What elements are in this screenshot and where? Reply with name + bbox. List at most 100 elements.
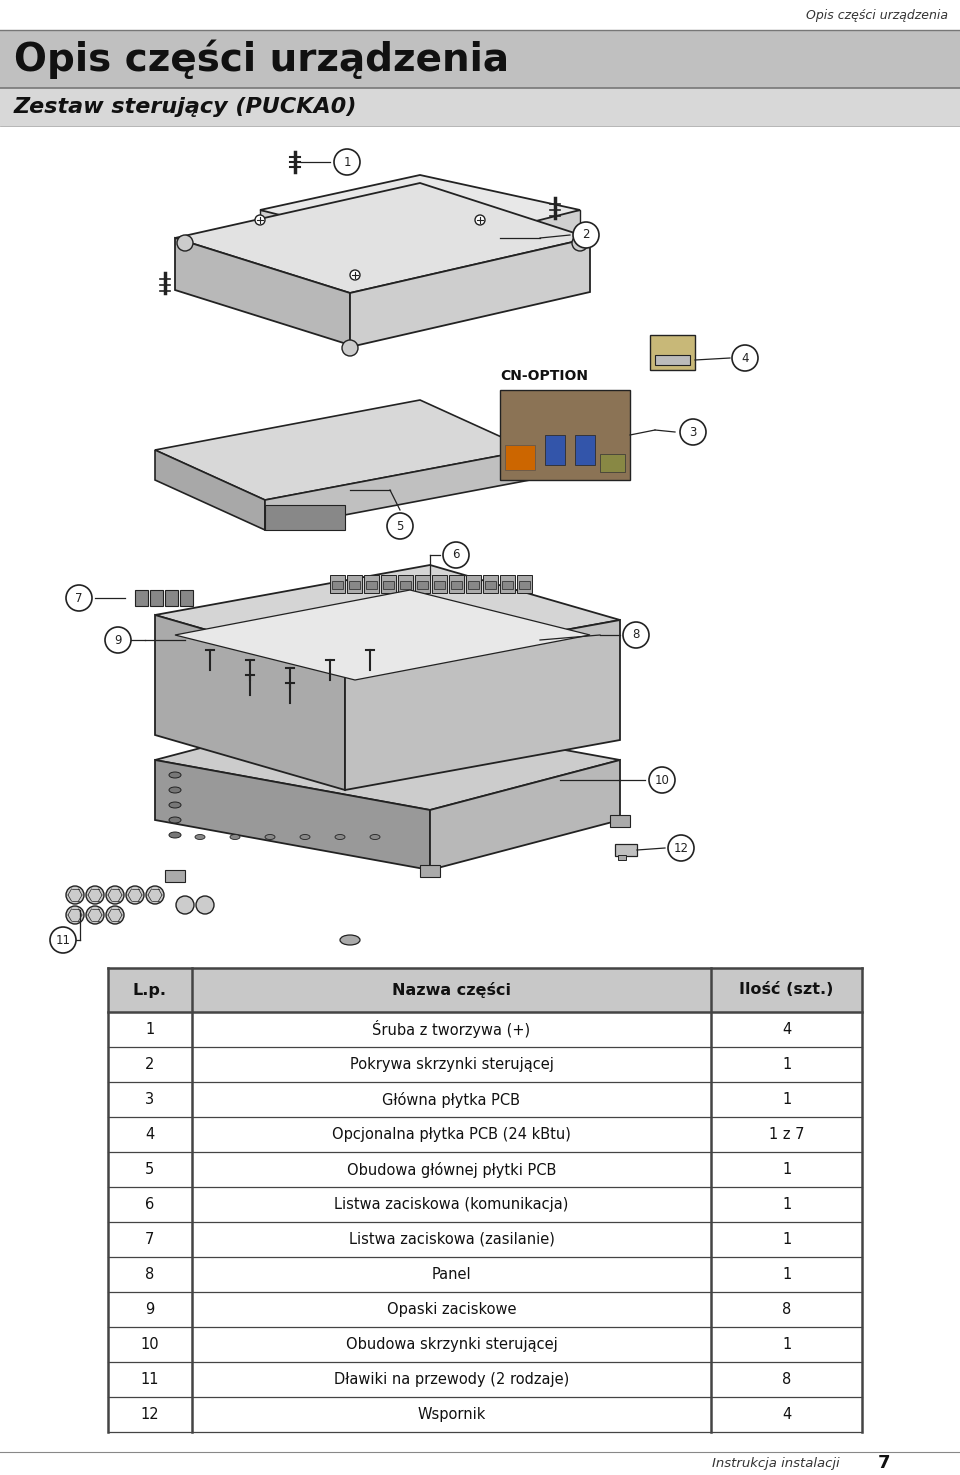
Ellipse shape [300, 835, 310, 839]
Bar [420, 864, 440, 878]
Text: 11: 11 [140, 1372, 159, 1386]
Text: 6: 6 [452, 549, 460, 562]
Text: 11: 11 [56, 934, 70, 947]
Text: Opis części urządzenia: Opis części urządzenia [14, 40, 509, 78]
Bar [108, 1292, 862, 1328]
Bar [108, 1117, 862, 1152]
Circle shape [475, 215, 485, 226]
Text: 10: 10 [140, 1336, 159, 1353]
Text: Listwa zaciskowa (zasilanie): Listwa zaciskowa (zasilanie) [348, 1232, 555, 1246]
Text: 2: 2 [145, 1058, 155, 1072]
Bar [449, 575, 464, 593]
Bar [545, 435, 565, 465]
Text: 5: 5 [396, 519, 404, 532]
Circle shape [334, 149, 360, 176]
Text: Zestaw sterujący (PUCKA0): Zestaw sterujący (PUCKA0) [14, 97, 357, 117]
Text: 1: 1 [344, 155, 350, 168]
Bar [434, 581, 445, 589]
Polygon shape [155, 565, 620, 670]
Bar [483, 575, 498, 593]
Text: 3: 3 [145, 1092, 155, 1108]
Circle shape [255, 215, 265, 226]
Bar [108, 1257, 862, 1292]
Bar [0, 0, 960, 30]
Circle shape [106, 906, 124, 923]
Bar [108, 968, 862, 1012]
Circle shape [680, 419, 706, 445]
Text: Instrukcja instalacji: Instrukcja instalacji [712, 1457, 840, 1471]
Bar [135, 590, 148, 606]
Text: 12: 12 [140, 1407, 159, 1422]
Ellipse shape [370, 835, 380, 839]
Bar [502, 581, 513, 589]
Bar [108, 1083, 862, 1117]
Polygon shape [260, 209, 580, 240]
Bar [600, 454, 625, 472]
Ellipse shape [169, 802, 181, 808]
Text: CN-OPTION: CN-OPTION [500, 369, 588, 384]
Bar [400, 581, 411, 589]
Polygon shape [175, 590, 590, 680]
Polygon shape [430, 760, 620, 870]
Bar [332, 581, 343, 589]
Bar [108, 1047, 862, 1083]
Circle shape [146, 886, 164, 904]
Text: 1: 1 [782, 1232, 791, 1246]
Bar [432, 575, 447, 593]
Polygon shape [265, 450, 530, 530]
Circle shape [387, 513, 413, 538]
Circle shape [350, 270, 360, 280]
Circle shape [66, 886, 84, 904]
Circle shape [668, 835, 694, 861]
Circle shape [86, 886, 104, 904]
Text: Obudowa głównej płytki PCB: Obudowa głównej płytki PCB [347, 1161, 556, 1177]
Text: 2: 2 [583, 229, 589, 242]
Bar [398, 575, 413, 593]
Text: Wspornik: Wspornik [418, 1407, 486, 1422]
Ellipse shape [230, 835, 240, 839]
Ellipse shape [335, 835, 345, 839]
Ellipse shape [169, 817, 181, 823]
Text: Obudowa skrzynki sterującej: Obudowa skrzynki sterującej [346, 1336, 558, 1353]
Bar [468, 581, 479, 589]
Bar [108, 1187, 862, 1221]
Text: Dławiki na przewody (2 rodzaje): Dławiki na przewody (2 rodzaje) [334, 1372, 569, 1386]
Text: 8: 8 [145, 1267, 155, 1282]
Text: 1 z 7: 1 z 7 [769, 1127, 804, 1142]
Bar [0, 30, 960, 88]
Bar [108, 1361, 862, 1397]
Text: Nazwa części: Nazwa części [392, 982, 511, 999]
Bar [415, 575, 430, 593]
Bar [519, 581, 530, 589]
Text: L.p.: L.p. [132, 982, 167, 997]
Text: Opcjonalna płytka PCB (24 kBtu): Opcjonalna płytka PCB (24 kBtu) [332, 1127, 571, 1142]
Text: Panel: Panel [432, 1267, 471, 1282]
Bar [451, 581, 462, 589]
Text: 9: 9 [114, 633, 122, 646]
Bar [180, 590, 193, 606]
Polygon shape [155, 450, 265, 530]
Ellipse shape [169, 771, 181, 777]
Bar [500, 575, 515, 593]
Text: Opaski zaciskowe: Opaski zaciskowe [387, 1302, 516, 1317]
Bar [349, 581, 360, 589]
Circle shape [177, 235, 193, 251]
Bar [650, 335, 695, 370]
Ellipse shape [169, 832, 181, 838]
Bar [381, 575, 396, 593]
Bar [364, 575, 379, 593]
Bar [0, 88, 960, 125]
Text: 1: 1 [782, 1092, 791, 1108]
Text: 4: 4 [782, 1022, 791, 1037]
Ellipse shape [265, 835, 275, 839]
Bar [108, 1397, 862, 1432]
Bar [505, 445, 535, 471]
Bar [485, 581, 496, 589]
Bar [517, 575, 532, 593]
Polygon shape [175, 237, 350, 345]
Bar [366, 581, 377, 589]
Bar [347, 575, 362, 593]
Text: 8: 8 [633, 628, 639, 642]
Bar [383, 581, 394, 589]
Polygon shape [350, 237, 590, 347]
